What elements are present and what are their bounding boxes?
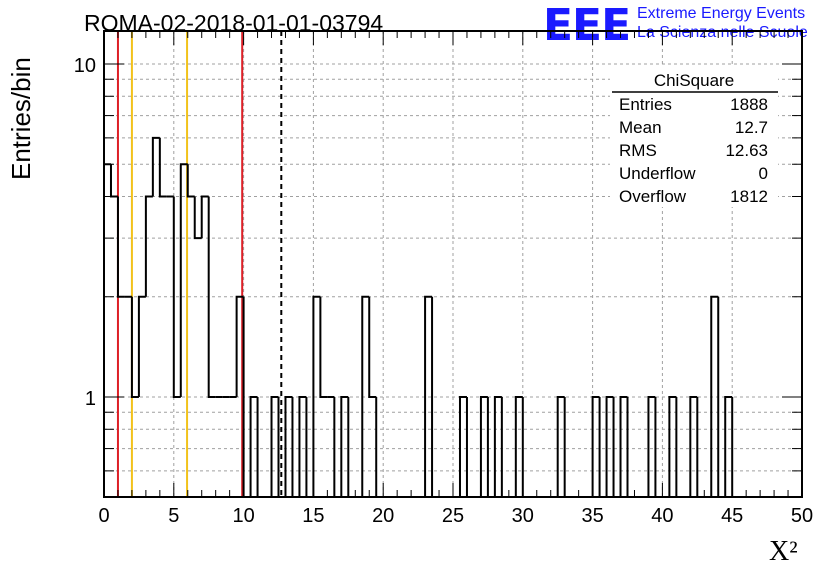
stats-row-label: Overflow bbox=[619, 187, 687, 206]
histogram-bin bbox=[458, 396, 467, 497]
histogram-bin bbox=[103, 163, 111, 497]
stats-box-bg bbox=[610, 67, 778, 207]
axis-ticks: 0 5 10 15 20 25 30 35 40 45 50 1 10 bbox=[74, 31, 813, 527]
x-tick-label: 40 bbox=[651, 505, 673, 527]
histogram-bin bbox=[361, 295, 370, 497]
stats-row-label: Underflow bbox=[619, 164, 696, 183]
histogram-bin bbox=[235, 295, 244, 397]
histogram-bin bbox=[151, 136, 160, 197]
histogram-bin bbox=[193, 196, 202, 240]
histogram-bin bbox=[493, 396, 502, 497]
stats-row-value: 0 bbox=[759, 164, 768, 183]
histogram-bin bbox=[172, 196, 181, 398]
histogram-bin bbox=[556, 396, 565, 497]
reference-lines bbox=[116, 31, 283, 497]
x-tick-label: 30 bbox=[512, 505, 534, 527]
histogram-bin bbox=[179, 163, 188, 397]
histogram-bin bbox=[249, 396, 258, 497]
histogram-bin bbox=[647, 396, 656, 497]
histogram-bin bbox=[368, 296, 377, 398]
histogram-bin bbox=[200, 195, 209, 239]
x-axis-label: X² bbox=[769, 536, 798, 568]
x-axis-label-text: X² bbox=[769, 536, 798, 567]
histogram-bin bbox=[605, 396, 614, 497]
x-tick-label: 35 bbox=[581, 505, 603, 527]
histogram-bin bbox=[724, 396, 733, 497]
x-tick-label: 15 bbox=[302, 505, 324, 527]
x-tick-label: 20 bbox=[372, 505, 394, 527]
histogram-bin bbox=[144, 195, 153, 297]
stats-row-value: 1812 bbox=[730, 187, 768, 206]
histogram-bin bbox=[137, 295, 146, 397]
x-tick-label: 10 bbox=[232, 505, 254, 527]
y-tick-label: 10 bbox=[74, 55, 96, 77]
y-tick-label: 1 bbox=[85, 388, 96, 410]
histogram-bin bbox=[340, 396, 349, 497]
histogram-bin bbox=[514, 396, 523, 497]
histogram-bin bbox=[298, 396, 307, 497]
x-tick-label: 45 bbox=[721, 505, 743, 527]
stats-row-value: 12.7 bbox=[735, 118, 768, 137]
histogram-bin bbox=[668, 396, 677, 497]
eee-logo: EEE bbox=[543, 0, 631, 51]
stats-row-label: Mean bbox=[619, 118, 662, 137]
stats-row-label: RMS bbox=[619, 141, 657, 160]
histogram-bin bbox=[479, 396, 488, 497]
histogram-bin bbox=[284, 396, 293, 497]
logo-line-2: La Scienza nelle Scuole bbox=[637, 24, 808, 41]
x-tick-label: 50 bbox=[791, 505, 813, 527]
histogram-bin bbox=[186, 164, 195, 198]
histogram-bin bbox=[424, 295, 433, 497]
histogram-bin bbox=[109, 164, 118, 198]
histogram-bin bbox=[689, 396, 698, 497]
stats-box: ChiSquare Entries 1888 Mean 12.7 RMS 12.63 Unde… bbox=[610, 67, 778, 207]
histogram-bin bbox=[619, 396, 628, 497]
histogram-bin bbox=[130, 296, 139, 398]
stats-row-value: 1888 bbox=[730, 95, 768, 114]
histogram-bin bbox=[158, 137, 167, 198]
x-tick-label: 5 bbox=[168, 505, 179, 527]
histogram-bin bbox=[312, 295, 321, 497]
logo-line-1: Extreme Energy Events bbox=[637, 5, 806, 22]
stats-row-label: Entries bbox=[619, 95, 672, 114]
grid bbox=[104, 31, 802, 497]
stats-row-value: 12.63 bbox=[725, 141, 768, 160]
histogram-bin bbox=[270, 396, 279, 497]
stats-box-title: ChiSquare bbox=[654, 71, 734, 90]
histogram-bin bbox=[207, 196, 216, 398]
histogram-bin bbox=[591, 396, 600, 497]
x-tick-label: 25 bbox=[442, 505, 464, 527]
histogram-bin bbox=[116, 196, 125, 298]
x-tick-label: 0 bbox=[98, 505, 109, 527]
histogram-bin bbox=[710, 295, 719, 497]
histogram-bin bbox=[319, 296, 328, 398]
